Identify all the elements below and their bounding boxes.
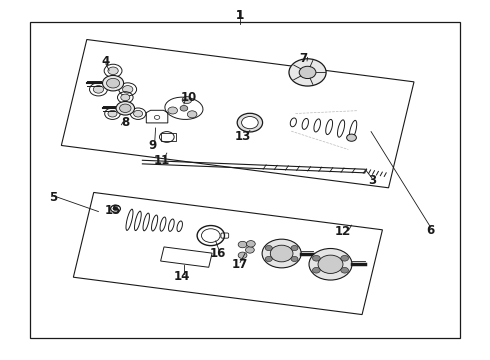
- Text: 4: 4: [101, 55, 110, 68]
- Circle shape: [106, 78, 120, 88]
- Text: 17: 17: [232, 258, 248, 271]
- Circle shape: [93, 86, 103, 93]
- Circle shape: [246, 240, 255, 247]
- Circle shape: [182, 96, 192, 104]
- Text: 13: 13: [234, 130, 251, 144]
- Circle shape: [309, 248, 352, 280]
- Circle shape: [341, 256, 348, 261]
- Text: 1: 1: [236, 9, 244, 22]
- Bar: [161, 134, 175, 140]
- Circle shape: [265, 246, 272, 251]
- Circle shape: [318, 255, 343, 274]
- Circle shape: [291, 246, 298, 251]
- Circle shape: [122, 86, 133, 93]
- Text: 5: 5: [49, 192, 58, 204]
- Text: 8: 8: [121, 116, 129, 129]
- Circle shape: [168, 107, 177, 114]
- Text: 11: 11: [154, 154, 170, 167]
- Text: 15: 15: [105, 204, 121, 217]
- Circle shape: [291, 256, 298, 262]
- Circle shape: [245, 247, 254, 253]
- Circle shape: [116, 102, 135, 115]
- Circle shape: [154, 116, 160, 120]
- Circle shape: [121, 94, 130, 101]
- Circle shape: [134, 111, 143, 117]
- Circle shape: [265, 256, 272, 262]
- Circle shape: [108, 111, 117, 117]
- Circle shape: [238, 241, 247, 248]
- Circle shape: [299, 66, 316, 78]
- Text: 12: 12: [335, 225, 351, 238]
- Text: 14: 14: [173, 270, 190, 283]
- Circle shape: [262, 239, 301, 268]
- Text: 16: 16: [210, 247, 226, 260]
- Circle shape: [270, 245, 293, 262]
- Text: 3: 3: [368, 174, 376, 186]
- Circle shape: [180, 105, 188, 111]
- Circle shape: [237, 113, 263, 132]
- Circle shape: [187, 111, 197, 118]
- Text: 6: 6: [427, 224, 435, 237]
- Circle shape: [313, 256, 320, 261]
- Circle shape: [102, 76, 123, 91]
- Circle shape: [289, 59, 326, 86]
- Circle shape: [313, 267, 320, 273]
- Text: 1: 1: [236, 9, 244, 22]
- Circle shape: [346, 134, 356, 141]
- Text: 7: 7: [299, 51, 308, 64]
- Circle shape: [242, 117, 258, 129]
- Circle shape: [108, 67, 118, 75]
- Circle shape: [341, 267, 348, 273]
- Text: 10: 10: [181, 91, 197, 104]
- Circle shape: [113, 207, 118, 211]
- Text: 9: 9: [148, 139, 156, 152]
- Circle shape: [238, 252, 247, 258]
- Circle shape: [120, 104, 131, 112]
